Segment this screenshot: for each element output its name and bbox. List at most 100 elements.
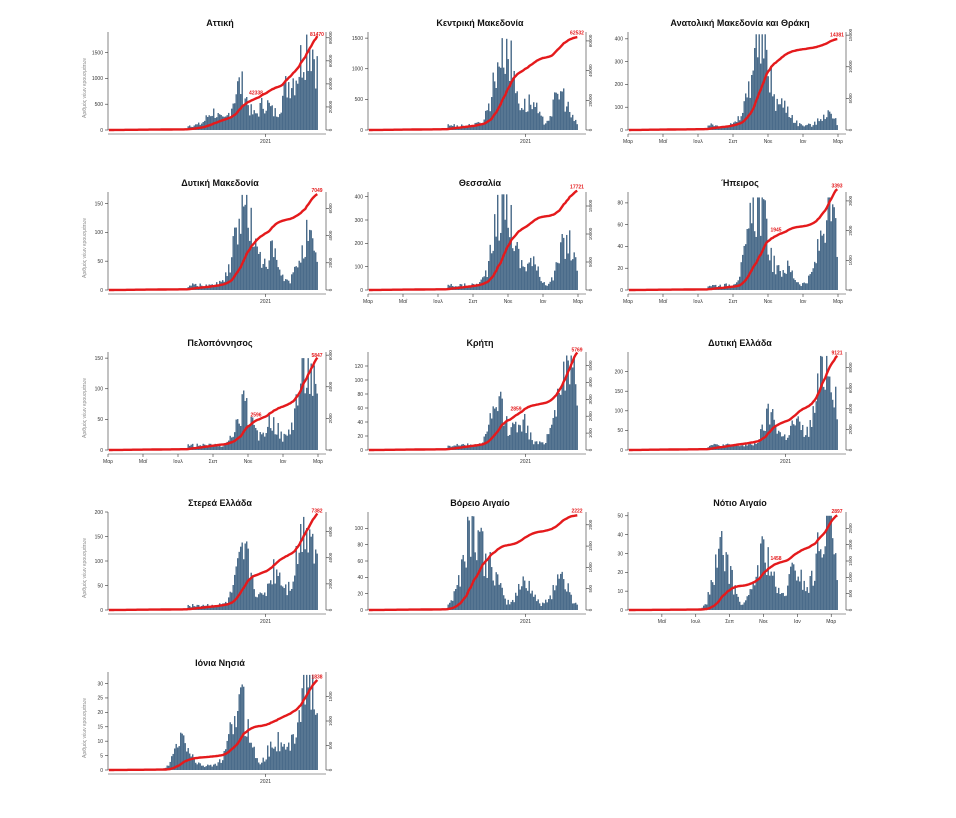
daily-bar bbox=[185, 743, 186, 770]
daily-bar bbox=[745, 600, 746, 610]
daily-bar bbox=[804, 283, 805, 290]
daily-bar bbox=[754, 48, 755, 130]
daily-bar bbox=[557, 94, 558, 130]
daily-bar bbox=[243, 106, 244, 130]
y-tick-label: 200 bbox=[95, 510, 104, 516]
daily-bar bbox=[248, 105, 249, 130]
daily-bar bbox=[777, 434, 778, 450]
daily-bar bbox=[817, 373, 818, 450]
daily-bar bbox=[813, 125, 814, 130]
x-tick-label: Ιουλ bbox=[693, 299, 703, 305]
y-tick-label: 20 bbox=[617, 570, 623, 576]
daily-bar bbox=[242, 542, 243, 610]
daily-bar bbox=[811, 272, 812, 290]
daily-bar bbox=[524, 99, 525, 130]
daily-bar bbox=[224, 445, 225, 450]
daily-bar bbox=[565, 589, 566, 610]
daily-bar bbox=[551, 599, 552, 610]
y-tick-label: 50 bbox=[97, 417, 103, 423]
daily-bar bbox=[521, 260, 522, 290]
daily-bar bbox=[747, 229, 748, 290]
daily-bar bbox=[297, 722, 298, 770]
y-tick-label: 200 bbox=[615, 369, 624, 375]
daily-bar bbox=[780, 594, 781, 610]
y-tick-label: 25 bbox=[97, 696, 103, 702]
y2-tick-label: 0 bbox=[588, 608, 593, 611]
daily-bar bbox=[748, 81, 749, 130]
daily-bar bbox=[521, 432, 522, 450]
daily-bar bbox=[828, 110, 829, 130]
daily-bar bbox=[551, 277, 552, 290]
daily-bar bbox=[535, 107, 536, 130]
daily-bar bbox=[723, 555, 724, 610]
daily-bar bbox=[566, 106, 567, 130]
daily-bar bbox=[218, 762, 219, 770]
y2-tick-label: 500 bbox=[588, 584, 593, 592]
daily-bar bbox=[837, 257, 838, 290]
daily-bar bbox=[538, 599, 539, 610]
daily-bar bbox=[266, 433, 267, 450]
daily-bar bbox=[282, 747, 283, 770]
daily-bar bbox=[792, 563, 793, 610]
x-tick-label: Μαΐ bbox=[659, 298, 668, 305]
daily-bar bbox=[263, 433, 264, 450]
daily-bar bbox=[490, 413, 491, 450]
daily-bar bbox=[837, 580, 838, 610]
daily-bar bbox=[550, 595, 551, 610]
x-tick-label: Ιουλ bbox=[691, 619, 701, 625]
daily-bar bbox=[272, 240, 273, 290]
daily-bar bbox=[279, 439, 280, 450]
daily-bar bbox=[237, 419, 238, 450]
daily-bar bbox=[814, 122, 815, 130]
daily-bar bbox=[273, 417, 274, 450]
daily-bar bbox=[303, 358, 304, 450]
daily-bar bbox=[563, 88, 564, 130]
daily-bar bbox=[530, 432, 531, 450]
y2-tick-label: 0 bbox=[848, 288, 853, 291]
daily-bar bbox=[739, 277, 740, 290]
daily-bar bbox=[291, 274, 292, 290]
daily-bar bbox=[517, 242, 518, 290]
y2-tick-label: 0 bbox=[328, 288, 333, 291]
daily-bar bbox=[312, 396, 313, 450]
daily-bar bbox=[309, 48, 310, 130]
daily-bar bbox=[753, 197, 754, 290]
daily-bar bbox=[739, 446, 740, 450]
daily-bar bbox=[243, 206, 244, 290]
daily-bar bbox=[835, 387, 836, 450]
daily-bar bbox=[738, 446, 739, 450]
daily-bar bbox=[568, 583, 569, 610]
daily-bar bbox=[560, 91, 561, 130]
daily-bar bbox=[805, 283, 806, 290]
daily-bar bbox=[314, 564, 315, 610]
daily-bar bbox=[753, 445, 754, 450]
daily-bar bbox=[817, 532, 818, 610]
daily-bar bbox=[273, 116, 274, 130]
daily-bar bbox=[747, 446, 748, 450]
daily-bar bbox=[514, 424, 515, 450]
daily-bar bbox=[527, 426, 528, 450]
daily-bar bbox=[793, 278, 794, 290]
daily-bar bbox=[279, 270, 280, 290]
x-tick-label: Μαρ bbox=[363, 299, 373, 305]
daily-bar bbox=[255, 428, 256, 450]
daily-bar bbox=[233, 437, 234, 450]
daily-bar bbox=[529, 439, 530, 450]
daily-bar bbox=[269, 757, 270, 770]
y2-tick-label: 60000 bbox=[328, 54, 333, 67]
daily-bar bbox=[532, 440, 533, 450]
x-tick-label: Μαρ bbox=[313, 459, 323, 465]
daily-bar bbox=[308, 71, 309, 130]
daily-bar bbox=[787, 586, 788, 610]
daily-bar bbox=[517, 596, 518, 610]
x-tick-label: Σεπ bbox=[209, 459, 218, 465]
daily-bar bbox=[503, 595, 504, 610]
line-value-label: 17721 bbox=[570, 185, 584, 191]
daily-bar bbox=[520, 110, 521, 130]
daily-bar bbox=[260, 252, 261, 290]
line-value-label: 1458 bbox=[770, 556, 781, 562]
daily-bar bbox=[556, 585, 557, 610]
